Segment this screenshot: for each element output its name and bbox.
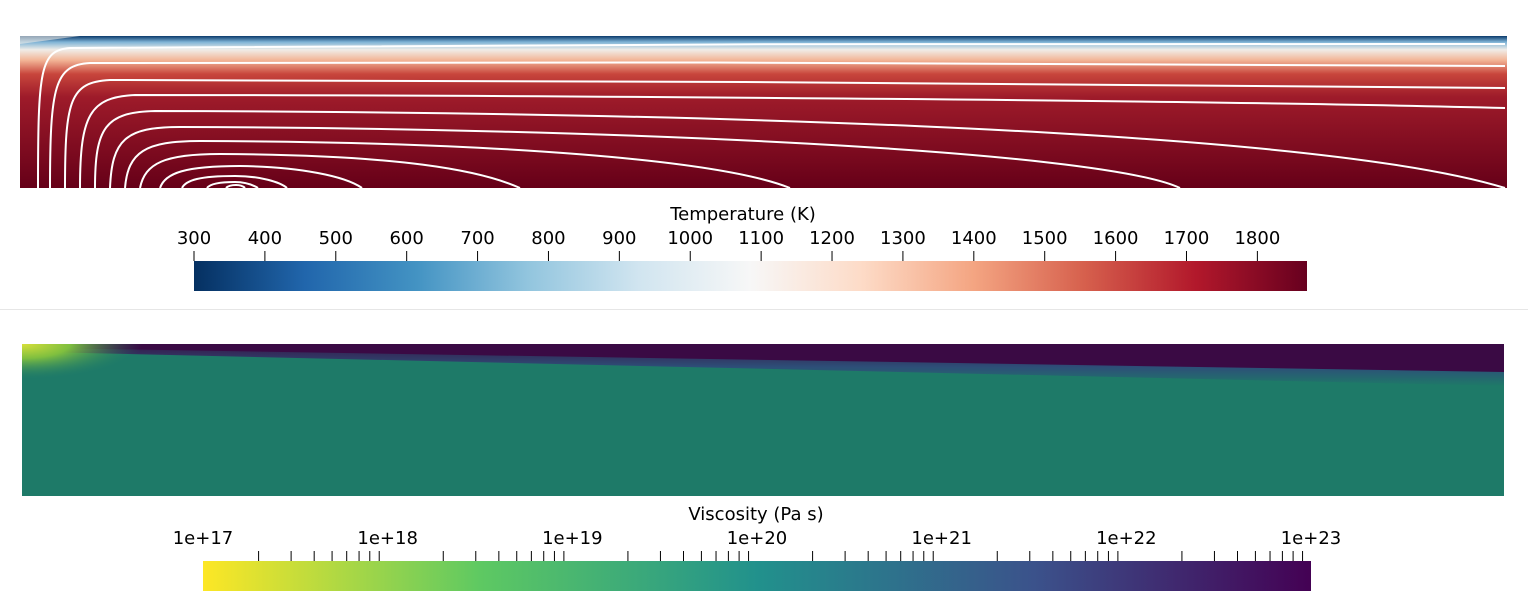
viscosity-tick-label: 1e+18	[357, 528, 418, 549]
temperature-tick-label: 700	[460, 228, 494, 249]
temperature-tick-label: 300	[177, 228, 211, 249]
temperature-view: Temperature (K) 300 400 500 600 700 800 900 100…	[20, 36, 1507, 291]
viscosity-tick-label: 1e+22	[1096, 528, 1157, 549]
temperature-colorbar-title: Temperature (K)	[669, 204, 816, 225]
viscosity-colorbar-title: Viscosity (Pa s)	[688, 504, 823, 525]
viscosity-tick-label: 1e+20	[727, 528, 788, 549]
temperature-tick-label: 1600	[1093, 228, 1139, 249]
temperature-panel: Temperature (K) 300 400 500 600 700 800 900 100…	[20, 36, 1507, 291]
viscosity-colorbar	[203, 561, 1311, 591]
temperature-tick-label: 1000	[667, 228, 713, 249]
streamlines	[37, 42, 1506, 189]
viscosity-lithosphere	[40, 344, 1504, 372]
temperature-tick-label: 600	[389, 228, 423, 249]
temperature-tick-label: 1300	[880, 228, 926, 249]
viscosity-tick-label: 1e+23	[1281, 528, 1342, 549]
viscosity-tick-label: 1e+17	[173, 528, 234, 549]
viscosity-colorbar-ticks: 1e+17 1e+18 1e+19 1e+20 1e+21 1e+22 1e+23	[173, 528, 1342, 561]
temperature-tick-label: 1400	[951, 228, 997, 249]
temperature-colorbar-ticks: 300 400 500 600 700 800 900 1000 1100 1200 1300 140…	[177, 228, 1280, 261]
temperature-tick-label: 900	[602, 228, 636, 249]
temperature-tick-label: 800	[531, 228, 565, 249]
viscosity-tick-label: 1e+21	[911, 528, 972, 549]
temperature-tick-label: 1800	[1234, 228, 1280, 249]
temperature-tick-label: 1100	[738, 228, 784, 249]
viscosity-corner	[22, 344, 142, 380]
viscosity-tick-label: 1e+19	[542, 528, 603, 549]
temperature-tick-label: 1500	[1022, 228, 1068, 249]
temperature-tick-label: 500	[319, 228, 353, 249]
temperature-colorbar	[194, 261, 1307, 291]
panel-divider	[0, 309, 1528, 310]
viscosity-panel: Viscosity (Pa s) 1e+17 1e+18 1e+19 1e+20 1e+…	[0, 310, 1528, 616]
viscosity-view: Viscosity (Pa s) 1e+17 1e+18 1e+19 1e+20 1e+…	[22, 344, 1504, 591]
temperature-tick-label: 400	[248, 228, 282, 249]
temperature-tick-label: 1700	[1164, 228, 1210, 249]
corner-boundary-layer	[20, 36, 80, 44]
temperature-tick-label: 1200	[809, 228, 855, 249]
